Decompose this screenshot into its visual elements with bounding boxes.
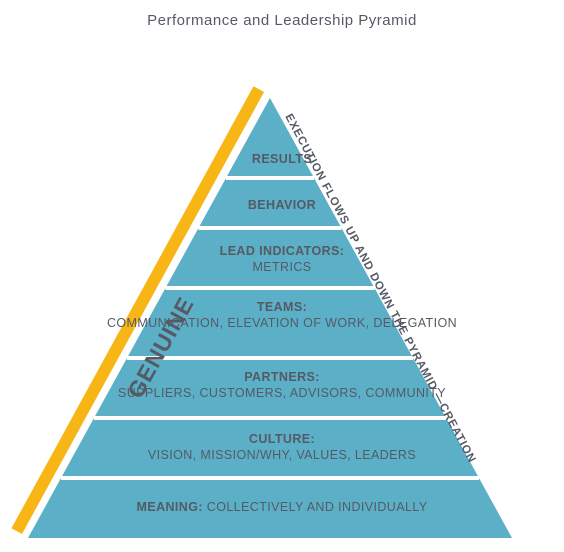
pyramid-graphic bbox=[0, 0, 564, 552]
pyramid-triangle bbox=[28, 98, 512, 538]
page-title: Performance and Leadership Pyramid bbox=[0, 12, 564, 29]
